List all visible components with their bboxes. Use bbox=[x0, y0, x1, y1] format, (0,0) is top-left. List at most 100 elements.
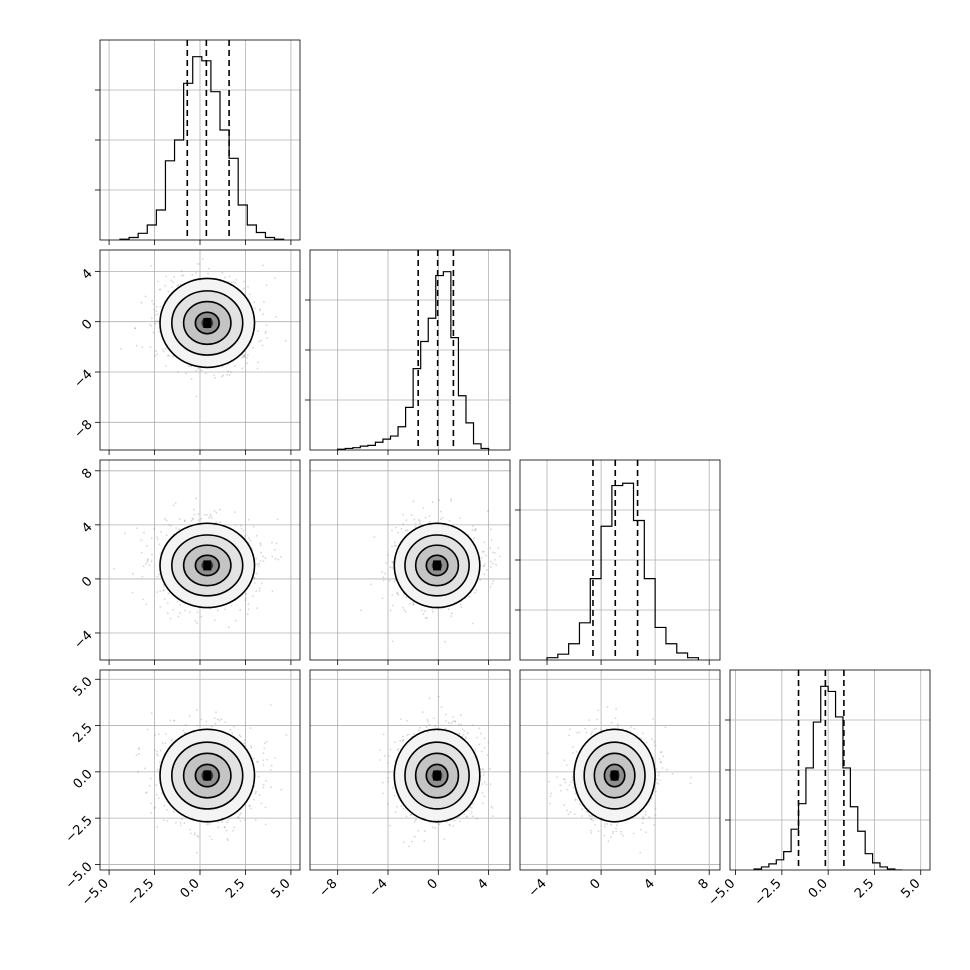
scatter-point bbox=[381, 781, 384, 784]
scatter-point bbox=[404, 529, 407, 532]
scatter-point bbox=[465, 737, 467, 740]
scatter-point bbox=[153, 527, 156, 530]
contour-2 bbox=[414, 752, 460, 799]
contour-3 bbox=[194, 554, 220, 577]
scatter-point bbox=[247, 286, 249, 288]
scatter-point bbox=[427, 720, 429, 723]
scatter-point bbox=[481, 783, 484, 785]
scatter-point bbox=[439, 510, 442, 513]
scatter-point bbox=[190, 832, 192, 835]
scatter-point bbox=[271, 541, 273, 544]
scatter-point bbox=[360, 609, 362, 612]
scatter-point bbox=[137, 770, 139, 773]
scatter-point bbox=[492, 580, 494, 582]
scatter-point bbox=[232, 829, 234, 832]
scatter-point bbox=[245, 597, 247, 600]
scatter-point bbox=[471, 807, 473, 809]
y-tick-label: −2.5 bbox=[63, 813, 96, 846]
scatter-point bbox=[262, 560, 265, 563]
scatter-point bbox=[418, 520, 421, 523]
scatter-point bbox=[491, 582, 494, 585]
scatter-point bbox=[414, 522, 417, 525]
scatter-point bbox=[243, 280, 246, 283]
x-tick-label: −8 bbox=[316, 876, 340, 900]
scatter-point bbox=[213, 374, 216, 377]
scatter-point bbox=[158, 543, 161, 546]
scatter-point bbox=[169, 525, 172, 527]
scatter-point bbox=[159, 749, 162, 752]
scatter-point bbox=[486, 754, 489, 757]
scatter-point bbox=[158, 733, 160, 736]
scatter-point bbox=[394, 811, 397, 814]
scatter-point bbox=[149, 346, 152, 348]
scatter-point bbox=[254, 307, 256, 310]
scatter-point bbox=[194, 832, 196, 835]
scatter-point bbox=[172, 719, 175, 722]
scatter-point bbox=[183, 822, 186, 824]
scatter-point bbox=[391, 529, 393, 532]
density-peak bbox=[203, 317, 212, 328]
scatter-point bbox=[652, 718, 655, 720]
scatter-point bbox=[237, 816, 240, 819]
scatter-point bbox=[257, 565, 260, 567]
scatter-point bbox=[273, 549, 276, 551]
scatter-point bbox=[176, 285, 179, 288]
scatter-point bbox=[386, 554, 389, 556]
scatter-point bbox=[218, 508, 221, 511]
scatter-point bbox=[431, 608, 434, 611]
scatter-point bbox=[313, 753, 315, 755]
contour-0 bbox=[159, 522, 256, 609]
scatter-point bbox=[574, 792, 577, 795]
scatter-point bbox=[262, 264, 264, 267]
scatter-point bbox=[140, 301, 143, 304]
scatter-point bbox=[250, 746, 253, 749]
scatter-point bbox=[141, 575, 144, 578]
scatter-point bbox=[417, 519, 420, 521]
scatter-point bbox=[580, 815, 583, 817]
scatter-point bbox=[415, 818, 417, 821]
scatter-point bbox=[204, 372, 207, 375]
scatter-point bbox=[492, 551, 494, 554]
scatter-point bbox=[270, 786, 272, 789]
scatter-point bbox=[227, 626, 230, 629]
scatter-point bbox=[188, 828, 191, 831]
scatter-point bbox=[252, 346, 255, 349]
scatter-point bbox=[247, 354, 249, 356]
scatter-point bbox=[166, 602, 169, 605]
scatter-point bbox=[196, 724, 199, 727]
x-tick-label: 2.5 bbox=[223, 876, 248, 901]
scatter-point bbox=[211, 725, 214, 728]
scatter-point bbox=[178, 518, 181, 521]
scatter-point bbox=[167, 592, 170, 595]
scatter-point bbox=[412, 603, 415, 606]
scatter-point bbox=[152, 303, 155, 305]
scatter-point bbox=[145, 791, 148, 794]
scatter-point bbox=[260, 551, 262, 554]
scatter-point bbox=[422, 711, 424, 713]
scatter-point bbox=[590, 818, 592, 821]
scatter-point bbox=[211, 517, 214, 519]
scatter-point bbox=[239, 524, 242, 527]
scatter-point bbox=[142, 598, 145, 601]
scatter-point bbox=[151, 553, 153, 556]
scatter-point bbox=[177, 615, 180, 618]
scatter-point bbox=[195, 395, 198, 398]
scatter-point bbox=[487, 510, 489, 513]
scatter-point bbox=[265, 741, 268, 743]
scatter-point bbox=[262, 759, 264, 762]
scatter-point bbox=[401, 606, 404, 609]
scatter-point bbox=[215, 521, 217, 524]
scatter-point bbox=[402, 841, 405, 844]
scatter-point bbox=[170, 279, 173, 282]
scatter-point bbox=[265, 330, 267, 333]
scatter-point bbox=[183, 520, 186, 523]
density-layers bbox=[135, 704, 315, 854]
scatter-point bbox=[494, 559, 496, 561]
scatter-point bbox=[465, 816, 468, 818]
scatter-point bbox=[195, 497, 197, 500]
scatter-point bbox=[172, 504, 175, 507]
scatter-point bbox=[156, 313, 159, 316]
scatter-point bbox=[136, 527, 139, 530]
scatter-point bbox=[164, 365, 167, 367]
scatter-point bbox=[258, 562, 260, 565]
